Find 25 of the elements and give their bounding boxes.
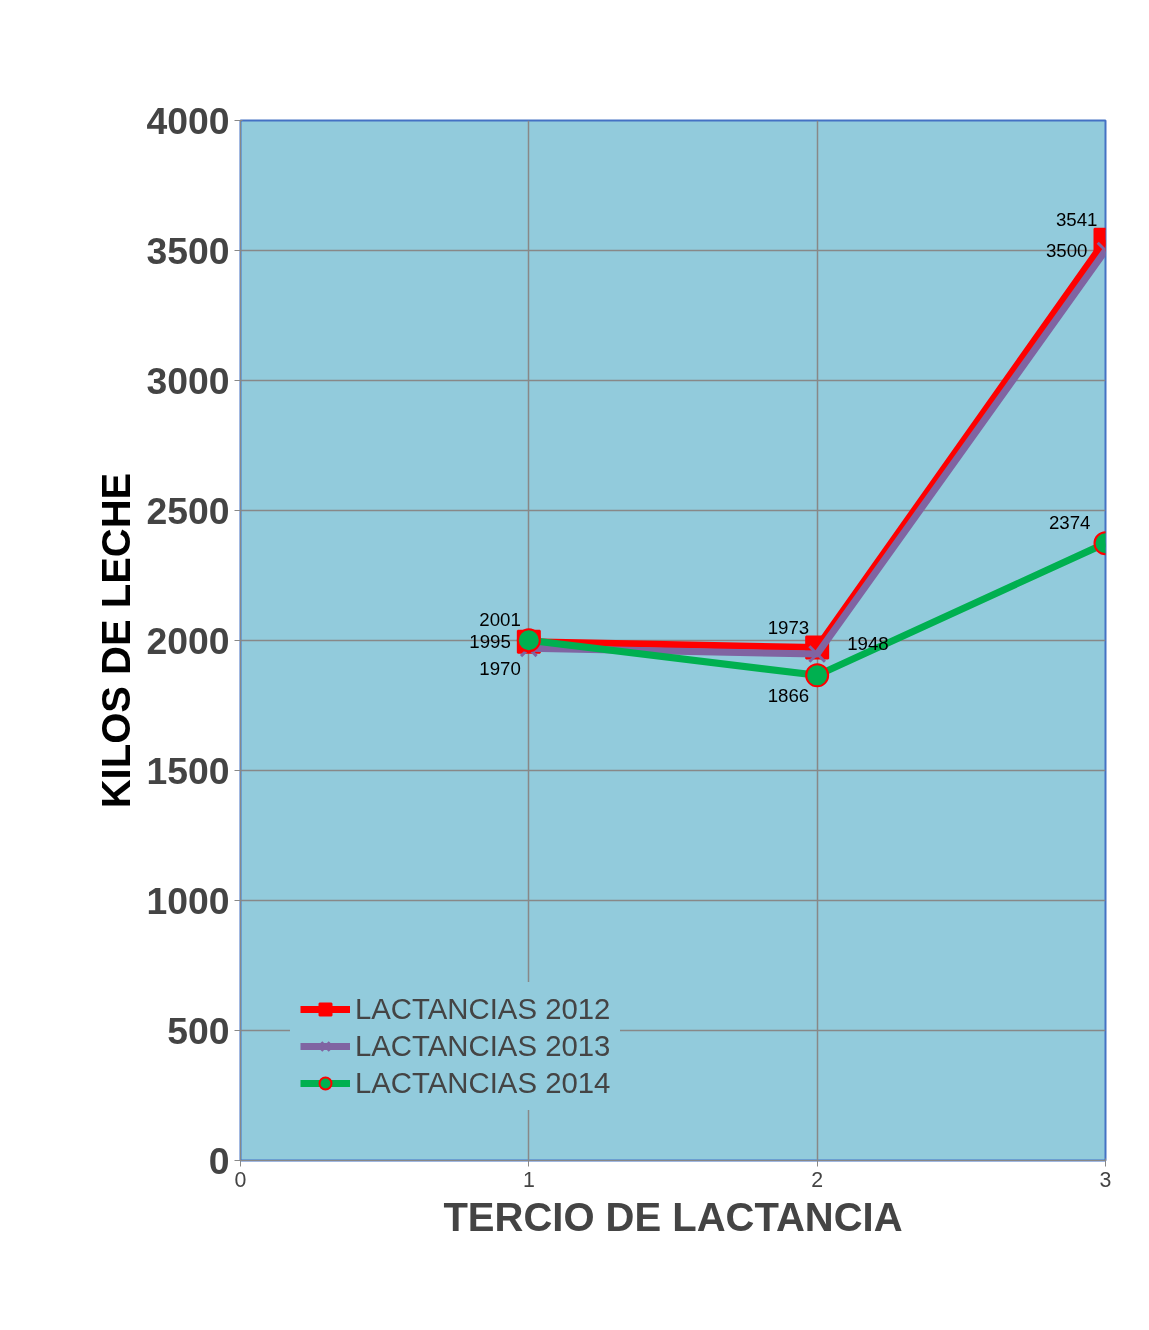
data-label: 3541 bbox=[1056, 208, 1098, 230]
data-label: 1973 bbox=[767, 616, 810, 638]
data-label: 2001 bbox=[479, 609, 521, 631]
data-label: 1995 bbox=[469, 631, 511, 653]
y-tick-label: 3000 bbox=[146, 359, 230, 402]
data-label: 3500 bbox=[1046, 240, 1088, 261]
x-tick-label: 2 bbox=[811, 1167, 824, 1192]
y-tick-label: 2000 bbox=[146, 619, 230, 662]
data-label: 1970 bbox=[479, 658, 521, 680]
x-tick-label: 3 bbox=[1099, 1167, 1112, 1192]
data-label: 1866 bbox=[767, 685, 810, 707]
x-tick-label: 0 bbox=[234, 1167, 247, 1192]
y-axis-title: KILOS DE LECHE bbox=[94, 472, 139, 809]
x-tick-label: 1 bbox=[522, 1167, 535, 1192]
legend-label: LACTANCIAS 2014 bbox=[355, 1066, 611, 1100]
y-tick-label: 4000 bbox=[146, 99, 230, 142]
y-tick-label: 3500 bbox=[146, 229, 230, 272]
x-axis-title: TERCIO DE LACTANCIA bbox=[443, 1194, 903, 1239]
y-tick-label: 2500 bbox=[146, 489, 230, 532]
legend-label: LACTANCIAS 2013 bbox=[355, 1029, 611, 1063]
y-tick-label: 500 bbox=[167, 1009, 230, 1052]
data-label: 2374 bbox=[1049, 512, 1091, 534]
y-tick-label: 1500 bbox=[146, 749, 230, 792]
legend-label: LACTANCIAS 2012 bbox=[355, 992, 611, 1026]
y-tick-label: 1000 bbox=[146, 879, 230, 922]
